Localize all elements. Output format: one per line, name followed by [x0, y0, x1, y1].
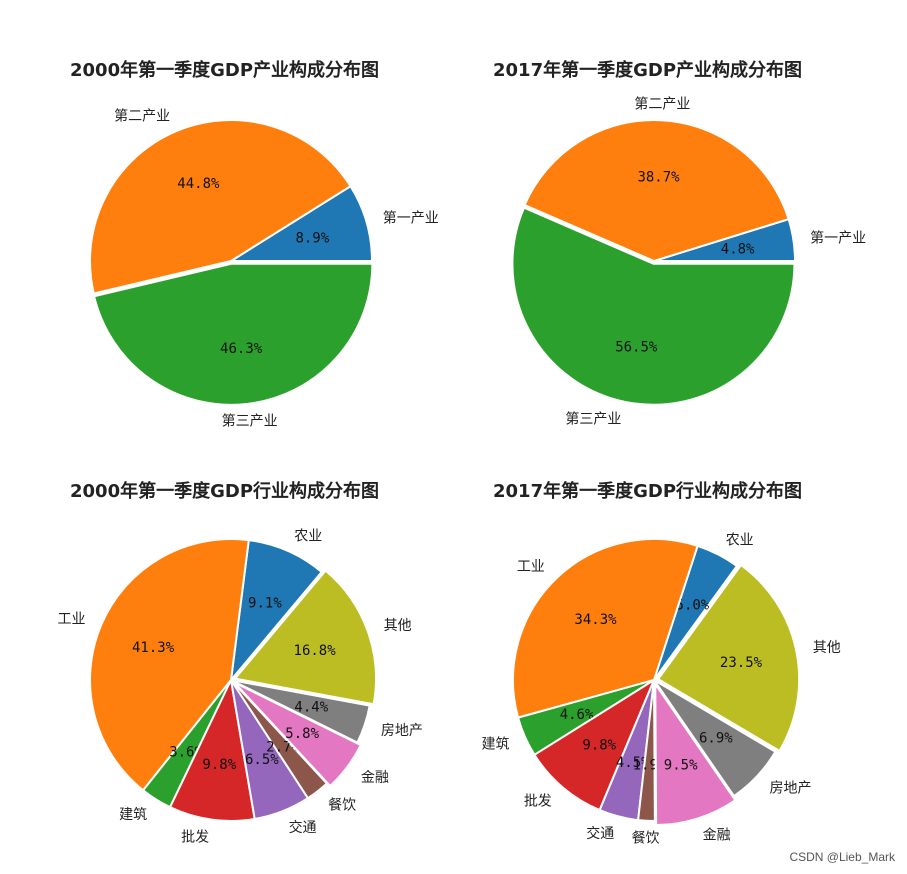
- pie-slice-第三产业: [511, 206, 796, 406]
- slice-percent-label: 9.1%: [248, 595, 282, 611]
- pie-chart-1: 2000年第一季度GDP产业构成分布图 8.9% 第一产业 44.8% 第二产业 46.3…: [70, 59, 439, 430]
- slice-category-label: 其他: [813, 640, 841, 656]
- slice-percent-label: 34.3%: [574, 612, 617, 628]
- slice-percent-label: 5.0%: [676, 598, 710, 614]
- slice-percent-label: 38.7%: [637, 170, 680, 186]
- slice-category-label: 房地产: [769, 781, 811, 797]
- pie-slice-金融: [233, 681, 363, 788]
- slice-category-label: 工业: [517, 559, 545, 575]
- slice-category-label: 批发: [524, 793, 552, 809]
- slice-category-label: 农业: [294, 528, 322, 544]
- slice-percent-label: 9.8%: [582, 738, 616, 754]
- slice-percent-label: 46.3%: [220, 341, 263, 357]
- pie-chart-4: 2017年第一季度GDP行业构成分布图 5.0% 农业 34.3% 工业 4.6% 建筑 9.…: [481, 480, 840, 847]
- pie-slice-其他: [656, 563, 801, 753]
- pie-slice-房地产: [230, 679, 371, 744]
- slice-category-label: 金融: [703, 828, 731, 844]
- slice-category-label: 餐饮: [632, 831, 660, 847]
- slice-percent-label: 4.8%: [721, 241, 755, 257]
- slice-percent-label: 6.9%: [699, 731, 733, 747]
- slice-category-label: 餐饮: [328, 798, 356, 814]
- slice-percent-label: 41.3%: [132, 640, 175, 656]
- slice-category-label: 交通: [586, 825, 614, 842]
- pie-slice-第三产业: [92, 262, 374, 406]
- slice-percent-label: 44.8%: [177, 176, 220, 192]
- chart-title: 2000年第一季度GDP行业构成分布图: [70, 480, 379, 502]
- slice-category-label: 第一产业: [383, 209, 439, 226]
- slice-percent-label: 23.5%: [720, 655, 763, 671]
- slice-percent-label: 8.9%: [295, 231, 329, 247]
- slice-category-label: 第二产业: [114, 107, 170, 124]
- slice-category-label: 第三产业: [565, 410, 621, 427]
- slice-percent-label: 56.5%: [615, 340, 658, 356]
- chart-title: 2017年第一季度GDP行业构成分布图: [493, 480, 802, 502]
- slice-percent-label: 6.5%: [245, 752, 279, 768]
- slice-category-label: 建筑: [119, 807, 147, 823]
- slice-percent-label: 16.8%: [294, 643, 337, 659]
- pie-slice-工业: [512, 538, 699, 719]
- pie-slice-餐饮: [636, 679, 656, 822]
- chart-title: 2000年第一季度GDP产业构成分布图: [70, 59, 379, 81]
- pie-slice-房地产: [653, 679, 777, 798]
- pie-slice-批发: [533, 677, 657, 812]
- slice-category-label: 工业: [58, 612, 86, 628]
- chart-title: 2017年第一季度GDP产业构成分布图: [493, 59, 802, 81]
- pie-chart-2: 2017年第一季度GDP产业构成分布图 4.8% 第一产业 38.7% 第二产业 56.5…: [493, 59, 866, 427]
- slice-percent-label: 4.6%: [560, 707, 594, 723]
- slice-percent-label: 9.5%: [664, 758, 698, 774]
- pie-slice-第二产业: [89, 119, 352, 295]
- slice-category-label: 金融: [361, 770, 389, 786]
- slice-category-label: 第三产业: [222, 413, 278, 430]
- pie-slice-第二产业: [523, 119, 790, 263]
- watermark: CSDN @Lieb_Mark: [789, 850, 895, 864]
- pie-slice-金融: [654, 680, 737, 827]
- slice-category-label: 农业: [726, 532, 754, 548]
- slice-percent-label: 5.8%: [285, 726, 319, 742]
- pie-slice-工业: [89, 538, 250, 792]
- pie-chart-3: 2000年第一季度GDP行业构成分布图9.1%农业41.3%工业3.6%建筑9.…: [58, 480, 423, 845]
- slice-category-label: 交通: [289, 819, 317, 836]
- pie-slice-其他: [233, 569, 377, 706]
- slice-percent-label: 9.8%: [202, 757, 236, 773]
- slice-percent-label: 4.5%: [616, 755, 650, 771]
- slice-category-label: 批发: [181, 829, 209, 845]
- slice-category-label: 其他: [384, 618, 412, 634]
- pie-slice-农业: [229, 539, 324, 684]
- slice-category-label: 房地产: [381, 723, 423, 739]
- pie-slice-批发: [168, 676, 256, 822]
- slice-category-label: 第二产业: [634, 95, 690, 112]
- slice-category-label: 建筑: [481, 737, 509, 753]
- slice-category-label: 第一产业: [810, 229, 866, 246]
- slice-percent-label: 4.4%: [294, 700, 328, 716]
